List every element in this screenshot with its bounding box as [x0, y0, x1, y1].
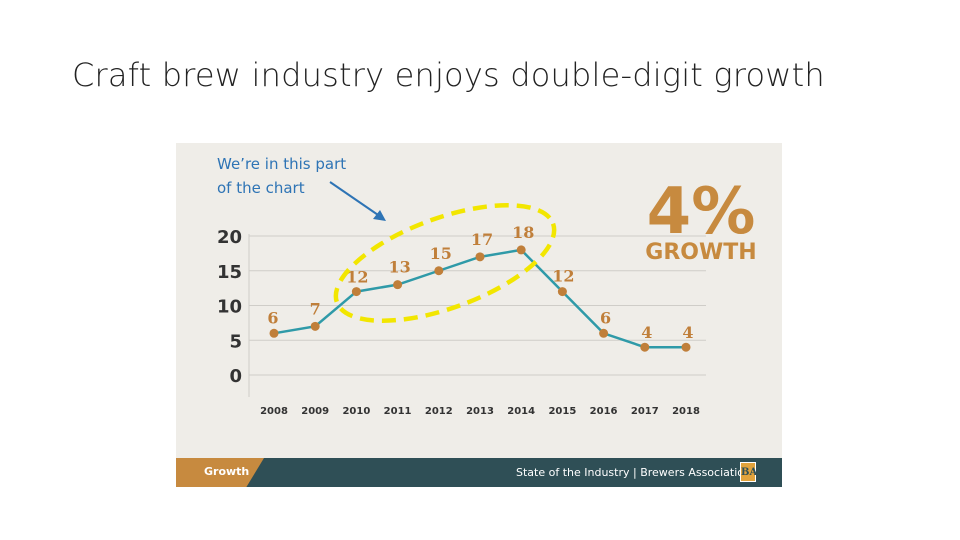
- growth-badge-label: GROWTH: [645, 240, 756, 265]
- data-point: [640, 342, 650, 352]
- growth-badge-percent: 4%: [647, 175, 756, 249]
- data-label: 12: [346, 268, 368, 287]
- data-point: [310, 321, 320, 331]
- data-label: 7: [310, 299, 321, 318]
- data-label: 12: [552, 267, 574, 286]
- chart-footer: Growth State of the Industry | Brewers A…: [176, 458, 782, 487]
- annotation-line-1: We’re in this part: [217, 155, 347, 173]
- data-point: [351, 287, 361, 297]
- data-label: 4: [641, 323, 652, 342]
- slide-title: Craft brew industry enjoys double-digit …: [72, 56, 825, 94]
- data-label: 18: [512, 223, 534, 242]
- x-tick-label: 2016: [590, 406, 618, 417]
- footer-source-label: State of the Industry | Brewers Associat…: [516, 466, 751, 479]
- data-point: [557, 287, 567, 297]
- highlight-ellipse: [333, 202, 557, 324]
- x-tick-label: 2012: [425, 406, 453, 417]
- data-point: [393, 280, 403, 290]
- data-label: 6: [267, 308, 278, 327]
- data-point: [599, 328, 609, 338]
- x-tick-label: 2018: [672, 406, 700, 417]
- y-tick-label: 15: [217, 262, 242, 283]
- data-label: 4: [682, 323, 693, 342]
- data-point: [269, 328, 279, 338]
- y-tick-label: 20: [217, 227, 242, 248]
- y-tick-label: 0: [229, 366, 242, 387]
- data-label: 15: [430, 244, 452, 263]
- data-point: [475, 252, 485, 262]
- x-tick-label: 2011: [384, 406, 412, 417]
- x-tick-label: 2008: [260, 406, 288, 417]
- y-tick-label: 5: [229, 331, 242, 352]
- data-labels: 6 7 12 13 15 17 18 12 6 4 4: [267, 223, 693, 342]
- brewers-association-logo: BA: [740, 462, 757, 482]
- growth-line-chart: 0 5 10 15 20 2008 2009 2010 2011 2012 2013 2014 201…: [217, 175, 757, 417]
- footer-section-label: Growth: [204, 465, 250, 478]
- data-points: [269, 245, 691, 352]
- growth-badge: 4% GROWTH: [645, 175, 756, 265]
- y-tick-labels: 0 5 10 15 20: [217, 227, 242, 387]
- data-point: [681, 342, 691, 352]
- data-label: 13: [388, 258, 410, 277]
- footer-section-tab: [176, 458, 264, 487]
- y-tick-label: 10: [217, 297, 242, 318]
- data-label: 6: [600, 308, 611, 327]
- chart-panel: 0 5 10 15 20 2008 2009 2010 2011 2012 2013 2014 201…: [176, 143, 782, 487]
- grid-layer: [248, 234, 706, 397]
- annotation-line-2: of the chart: [217, 179, 305, 197]
- x-tick-label: 2015: [548, 406, 576, 417]
- x-tick-label: 2010: [342, 406, 370, 417]
- highlight-layer: [333, 202, 557, 324]
- data-point: [434, 266, 444, 276]
- data-label: 17: [471, 230, 493, 249]
- x-tick-label: 2013: [466, 406, 494, 417]
- x-tick-label: 2014: [507, 406, 535, 417]
- chart-annotation: We’re in this part of the chart: [217, 152, 346, 200]
- data-point: [516, 245, 526, 255]
- x-tick-labels: 2008 2009 2010 2011 2012 2013 2014 2015 2016 2017…: [260, 406, 700, 417]
- x-tick-label: 2017: [631, 406, 659, 417]
- x-tick-label: 2009: [301, 406, 329, 417]
